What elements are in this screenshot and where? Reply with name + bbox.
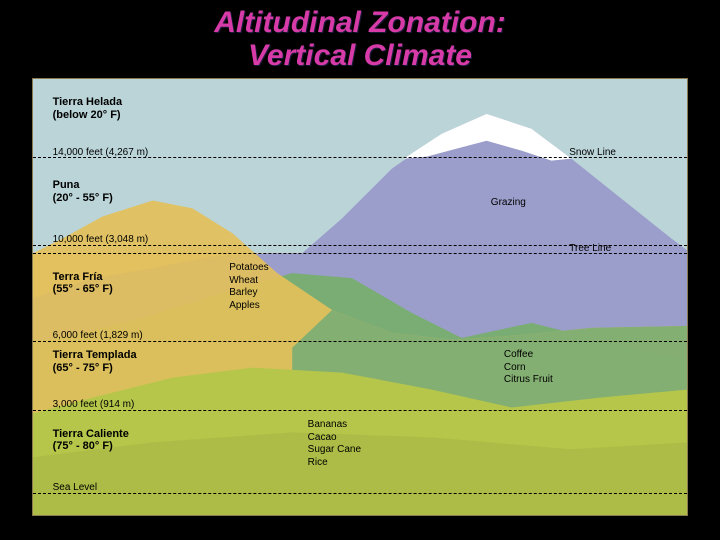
title-line-1: Altitudinal Zonation: bbox=[214, 6, 506, 39]
page-title: Altitudinal Zonation: Vertical Climate bbox=[0, 0, 720, 74]
crops-tierra-templada: Coffee Corn Citrus Fruit bbox=[504, 349, 553, 387]
altitudinal-zonation-diagram: Tierra Helada(below 20° F) Puna(20° - 55… bbox=[32, 78, 688, 516]
title-line-2: Vertical Climate bbox=[248, 39, 472, 72]
crops-terra-fria: Potatoes Wheat Barley Apples bbox=[229, 262, 268, 312]
crop-labels: Potatoes Wheat Barley Apples Coffee Corn… bbox=[33, 79, 687, 515]
crops-tierra-caliente: Bananas Cacao Sugar Cane Rice bbox=[308, 419, 361, 469]
